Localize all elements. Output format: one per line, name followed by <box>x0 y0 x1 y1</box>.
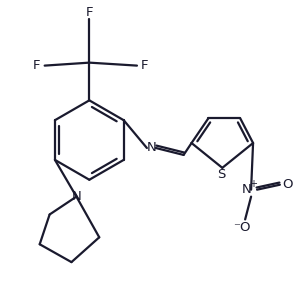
Text: F: F <box>86 6 93 18</box>
Text: N: N <box>147 142 157 154</box>
Text: ⁻O: ⁻O <box>234 221 251 234</box>
Text: S: S <box>217 168 226 181</box>
Text: F: F <box>141 59 149 72</box>
Text: O: O <box>282 178 293 191</box>
Text: N: N <box>71 190 81 203</box>
Text: N: N <box>242 183 252 196</box>
Text: +: + <box>249 179 257 189</box>
Text: F: F <box>33 59 40 72</box>
